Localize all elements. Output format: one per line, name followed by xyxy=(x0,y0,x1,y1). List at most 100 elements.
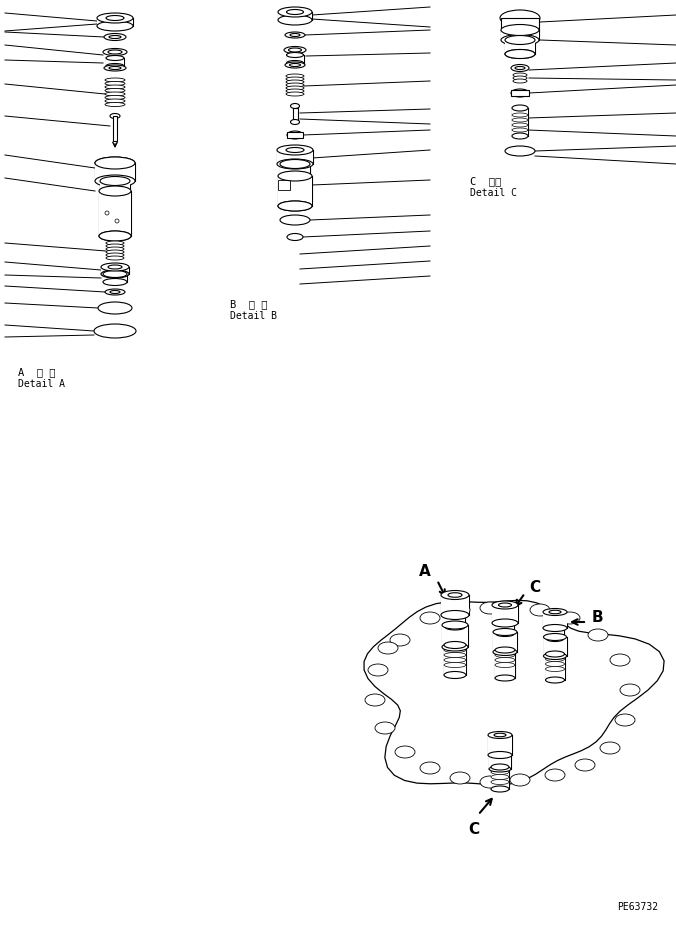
Bar xyxy=(277,150,313,164)
Ellipse shape xyxy=(106,250,124,254)
Ellipse shape xyxy=(99,231,131,241)
Bar xyxy=(97,18,133,26)
Bar xyxy=(99,191,131,236)
Ellipse shape xyxy=(105,99,125,103)
Ellipse shape xyxy=(109,67,121,69)
Ellipse shape xyxy=(95,157,135,169)
Bar xyxy=(100,181,130,191)
Bar xyxy=(95,163,135,181)
Ellipse shape xyxy=(286,83,304,87)
Bar xyxy=(287,132,303,138)
Ellipse shape xyxy=(94,324,136,338)
Ellipse shape xyxy=(445,610,465,616)
Ellipse shape xyxy=(546,661,564,667)
Ellipse shape xyxy=(365,694,385,706)
Ellipse shape xyxy=(513,73,527,77)
Ellipse shape xyxy=(108,50,122,54)
Ellipse shape xyxy=(105,103,125,106)
Ellipse shape xyxy=(491,764,509,770)
Ellipse shape xyxy=(444,652,466,658)
Ellipse shape xyxy=(491,786,509,792)
Bar xyxy=(512,108,528,136)
Ellipse shape xyxy=(512,133,528,139)
Ellipse shape xyxy=(105,85,125,89)
Ellipse shape xyxy=(480,602,500,614)
Ellipse shape xyxy=(287,131,303,139)
Polygon shape xyxy=(364,600,664,785)
Ellipse shape xyxy=(286,92,304,96)
Ellipse shape xyxy=(575,759,595,771)
Ellipse shape xyxy=(615,714,635,726)
Bar xyxy=(113,116,117,141)
Text: A  詳 細: A 詳 細 xyxy=(18,367,55,377)
Ellipse shape xyxy=(500,10,540,26)
Ellipse shape xyxy=(287,53,304,57)
Ellipse shape xyxy=(105,211,109,215)
Ellipse shape xyxy=(106,56,124,60)
Ellipse shape xyxy=(442,621,468,629)
Ellipse shape xyxy=(495,647,515,653)
Ellipse shape xyxy=(588,629,608,641)
Ellipse shape xyxy=(280,159,310,168)
Ellipse shape xyxy=(108,265,122,269)
Bar xyxy=(106,58,124,66)
Ellipse shape xyxy=(278,171,312,181)
Bar xyxy=(278,176,312,206)
Bar xyxy=(546,626,564,639)
Ellipse shape xyxy=(492,619,518,627)
Ellipse shape xyxy=(106,16,124,20)
Ellipse shape xyxy=(278,7,312,17)
Ellipse shape xyxy=(493,733,506,737)
Ellipse shape xyxy=(444,672,466,679)
Ellipse shape xyxy=(512,118,528,122)
Ellipse shape xyxy=(444,662,466,668)
Ellipse shape xyxy=(496,632,514,636)
Bar xyxy=(501,18,539,32)
Ellipse shape xyxy=(286,86,304,90)
Ellipse shape xyxy=(505,35,535,44)
Ellipse shape xyxy=(368,664,388,676)
Ellipse shape xyxy=(505,50,535,58)
Bar xyxy=(505,40,535,54)
Ellipse shape xyxy=(495,652,515,658)
Ellipse shape xyxy=(286,147,304,153)
Bar xyxy=(543,612,567,628)
Ellipse shape xyxy=(105,95,125,100)
Ellipse shape xyxy=(280,171,310,180)
Bar xyxy=(287,55,304,63)
Bar xyxy=(546,654,564,680)
Ellipse shape xyxy=(480,776,500,788)
Ellipse shape xyxy=(441,610,469,620)
Ellipse shape xyxy=(441,590,469,599)
Text: B: B xyxy=(592,610,603,624)
Ellipse shape xyxy=(105,78,125,82)
Ellipse shape xyxy=(277,145,313,155)
Ellipse shape xyxy=(103,48,127,55)
Ellipse shape xyxy=(491,780,509,784)
Ellipse shape xyxy=(286,74,304,78)
Ellipse shape xyxy=(444,642,466,648)
Ellipse shape xyxy=(420,612,440,624)
Ellipse shape xyxy=(106,241,124,245)
Ellipse shape xyxy=(444,658,466,662)
Bar xyxy=(444,645,466,675)
Ellipse shape xyxy=(512,128,528,132)
Ellipse shape xyxy=(115,219,119,223)
Ellipse shape xyxy=(109,35,121,39)
Ellipse shape xyxy=(286,89,304,93)
Ellipse shape xyxy=(560,612,580,624)
Ellipse shape xyxy=(445,624,465,630)
Ellipse shape xyxy=(95,157,135,169)
Ellipse shape xyxy=(543,624,567,632)
Ellipse shape xyxy=(510,774,530,786)
Ellipse shape xyxy=(488,751,512,758)
Ellipse shape xyxy=(106,256,124,260)
Ellipse shape xyxy=(285,9,305,15)
Bar xyxy=(488,735,512,755)
Bar xyxy=(496,621,514,634)
Ellipse shape xyxy=(101,159,129,167)
Bar xyxy=(495,650,515,678)
Ellipse shape xyxy=(492,601,518,609)
Ellipse shape xyxy=(101,270,129,278)
Text: C: C xyxy=(529,579,541,595)
